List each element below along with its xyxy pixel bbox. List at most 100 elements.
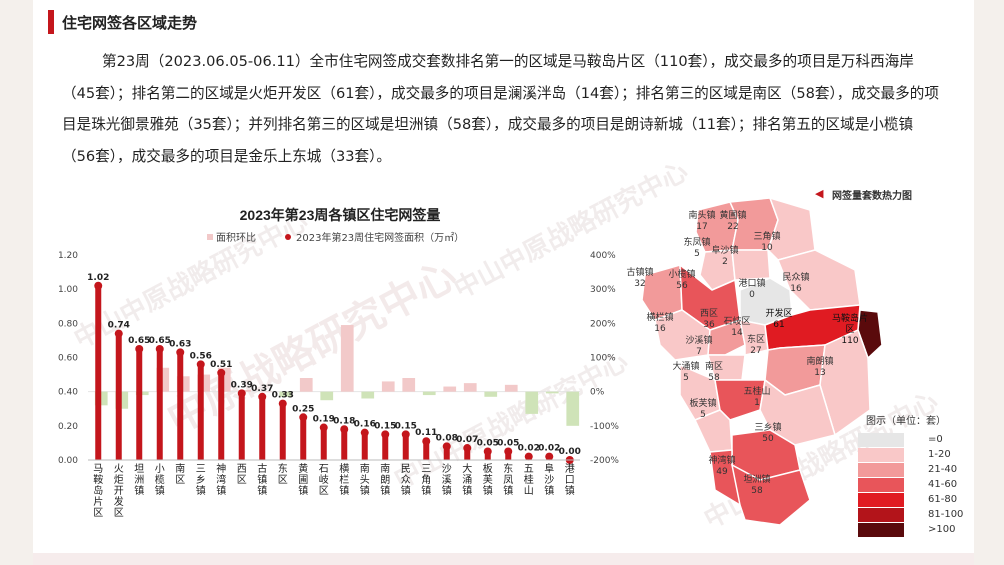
map-town-name: 黄圃镇: [719, 211, 747, 221]
map-town-value: 36: [703, 320, 715, 330]
category-label-char: 镇: [462, 484, 472, 497]
area-bar: [402, 434, 409, 460]
category-label-char: 区: [278, 474, 288, 486]
category-label-char: 阜: [544, 462, 554, 475]
map-town-name: 横栏镇: [646, 313, 674, 323]
map-town-name: 五桂山: [743, 387, 771, 397]
map-legend-swatch: [858, 463, 904, 477]
category-label-char: 镇: [483, 484, 493, 497]
map-town-label: 石岐区 14: [715, 317, 759, 339]
category-label-char: 岛: [93, 484, 103, 497]
y-left-tick-label: 0.20: [58, 422, 78, 432]
ratio-bar: [545, 391, 559, 394]
area-bar: [423, 441, 430, 460]
section-title: 住宅网签各区域走势: [62, 14, 198, 32]
category-label-char: 东: [278, 462, 288, 475]
map-town-name: 港口镇: [738, 279, 766, 289]
area-bar-cap: [155, 344, 164, 353]
category-label-char: 镇: [544, 484, 554, 497]
bar-chart: 2023年第23周各镇区住宅网签量 面积环比 2023年第23周住宅网签面积（万…: [58, 207, 619, 519]
data-label: 0.63: [169, 339, 191, 349]
map-town-name: 开发区: [765, 309, 793, 319]
y-right-tick-label: -100%: [590, 422, 619, 432]
map-legend-label: 61-80: [928, 494, 958, 505]
area-bar-cap: [135, 344, 144, 353]
map-title: 网签量套数热力图: [832, 191, 912, 202]
map-town-name: 南朗镇: [806, 357, 834, 367]
map-town-value: 27: [750, 346, 762, 356]
area-bar: [443, 446, 450, 460]
category-label-char: 镇: [380, 484, 390, 497]
map-town-name: 三乡镇: [754, 423, 782, 433]
area-bar: [361, 432, 368, 460]
map-legend-title: 图示（单位：套）: [866, 416, 946, 427]
category-label-char: 桂: [524, 473, 534, 486]
map-town-value: 10: [761, 243, 773, 253]
category-label-char: 发: [114, 495, 124, 508]
map-town-value: 16: [790, 284, 802, 294]
ratio-bar: [484, 391, 498, 397]
map-town-value: 32: [634, 279, 646, 289]
category-label-char: 火: [114, 463, 124, 475]
ratio-bar: [566, 391, 580, 426]
ratio-bar: [320, 391, 334, 401]
legend-swatch-area: [285, 234, 291, 240]
map-region-xiqu: [707, 319, 746, 356]
map-town-label: 小榄镇 56: [660, 270, 704, 292]
y-right-tick-label: 300%: [590, 285, 616, 295]
map-legend-swatch: [858, 508, 904, 522]
map-town-name: 三角镇: [753, 232, 781, 242]
map-legend-swatch: [858, 433, 904, 447]
data-label: 0.07: [456, 435, 478, 445]
map-legend-row: =0: [858, 433, 968, 447]
map-town-value: 13: [814, 368, 826, 378]
map-town-value: 0: [749, 290, 755, 300]
area-bar: [464, 448, 471, 460]
category-label-char: 榄: [155, 473, 165, 486]
category-label-char: 坦: [134, 462, 144, 475]
data-label: 0.05: [497, 438, 519, 448]
ratio-bar: [443, 386, 457, 392]
ratio-bar: [525, 391, 539, 414]
map-town-value: 58: [751, 486, 763, 496]
data-label: 0.74: [108, 321, 130, 331]
category-label-char: 山: [524, 485, 534, 497]
category-label-char: 南: [360, 462, 370, 475]
map-legend-swatch: [858, 523, 904, 537]
bottom-band: [33, 553, 974, 565]
category-label-char: 区: [93, 507, 103, 519]
map-region-tanzhou: [731, 464, 811, 526]
area-bar: [177, 352, 184, 460]
map-town-name: 沙溪镇: [685, 336, 713, 346]
category-label-char: 圃: [298, 474, 308, 486]
y-left-tick-label: 0.80: [58, 319, 78, 329]
category-label-char: 沙: [544, 474, 554, 486]
area-bar-cap: [442, 442, 451, 451]
summary-paragraph: 第23周（2023.06.05-06.11）全市住宅网签成交套数排名第一的区域是…: [62, 53, 939, 165]
data-label: 0.18: [333, 416, 355, 426]
data-label: 0.65: [128, 336, 150, 346]
map-legend-row: 41-60: [858, 478, 968, 492]
map-legend-row: 1-20: [858, 448, 968, 462]
map-town-label: 西区 36: [687, 309, 731, 331]
category-label-char: 区: [237, 474, 247, 486]
area-bar-cap: [524, 452, 533, 461]
ratio-bar: [422, 391, 436, 396]
category-label-char: 区: [175, 474, 185, 486]
area-bar-cap: [258, 392, 267, 401]
y-left-tick-label: 0.00: [58, 456, 78, 466]
category-label-char: 口: [565, 475, 575, 486]
category-label-char: 镇: [257, 473, 267, 486]
ratio-bar: [340, 325, 354, 392]
category-label-char: 沙: [442, 463, 452, 475]
area-bar: [279, 403, 286, 460]
category-label-char: 五: [524, 464, 534, 475]
category-label-char: 鞍: [93, 473, 103, 486]
map-town-name: 石岐区: [723, 317, 751, 327]
y-left-tick-label: 1.20: [58, 251, 78, 261]
category-label-char: 镇: [565, 484, 575, 497]
data-label: 0.65: [149, 336, 171, 346]
category-label-char: 马: [93, 463, 103, 475]
data-label: 0.00: [559, 447, 581, 457]
map-legend-label: 1-20: [928, 449, 951, 460]
